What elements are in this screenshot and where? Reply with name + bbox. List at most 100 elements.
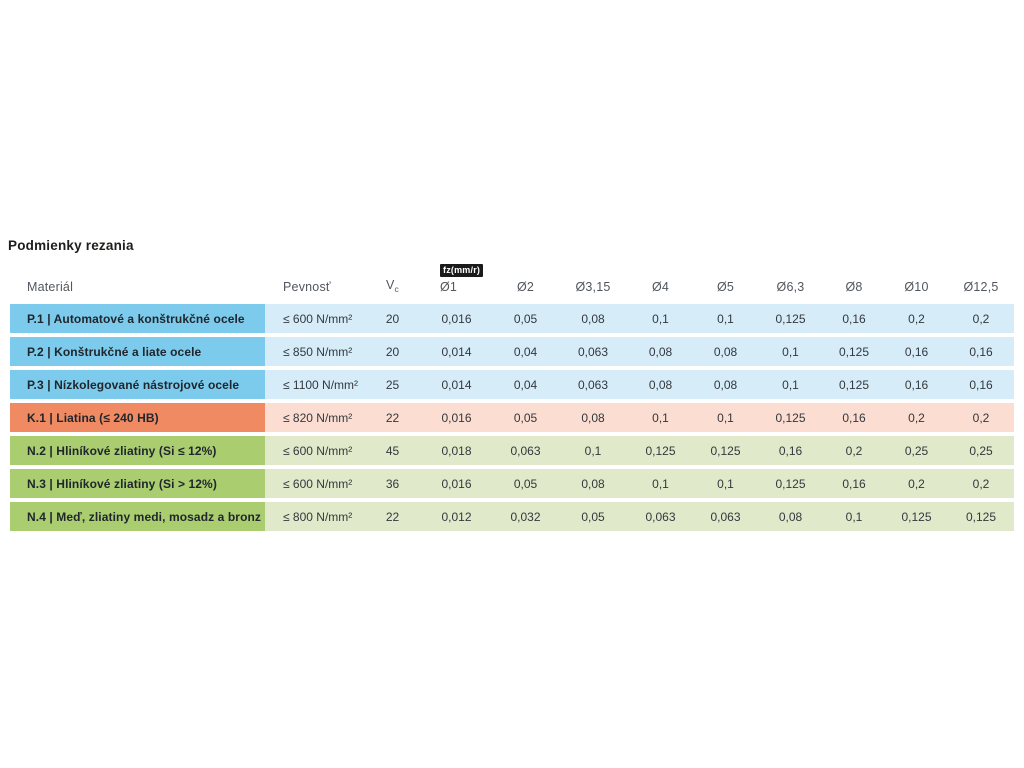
vc-cell: 22	[365, 502, 420, 531]
table-header: Materiál Pevnosť Vc fz(mm/r) Ø1 Ø2 Ø3,15…	[10, 264, 1014, 300]
feed-cell: 0,125	[823, 337, 885, 366]
material-cell: P.3 | Nízkolegované nástrojové ocele	[10, 370, 265, 399]
feed-cell: 0,125	[628, 436, 693, 465]
table-row: P.2 | Konštrukčné a liate ocele ≤ 850 N/…	[10, 337, 1014, 366]
feed-cell: 0,08	[758, 502, 823, 531]
column-header-d3-15: Ø3,15	[575, 280, 611, 294]
strength-cell: ≤ 800 N/mm²	[265, 502, 365, 531]
feed-cell: 0,05	[493, 469, 558, 498]
feed-cell: 0,1	[558, 436, 628, 465]
feed-cell: 0,1	[628, 469, 693, 498]
table-row: P.3 | Nízkolegované nástrojové ocele ≤ 1…	[10, 370, 1014, 399]
column-header-d4: Ø4	[651, 280, 670, 294]
feed-cell: 0,1	[628, 304, 693, 333]
feed-cell: 0,08	[558, 403, 628, 432]
feed-cell: 0,2	[885, 403, 948, 432]
feed-cell: 0,16	[948, 370, 1014, 399]
feed-cell: 0,16	[823, 469, 885, 498]
strength-cell: ≤ 1100 N/mm²	[265, 370, 365, 399]
feed-cell: 0,16	[758, 436, 823, 465]
vc-cell: 22	[365, 403, 420, 432]
feed-cell: 0,125	[758, 469, 823, 498]
page-title: Podmienky rezania	[8, 238, 134, 253]
feed-cell: 0,08	[628, 337, 693, 366]
header-row: Materiál Pevnosť Vc fz(mm/r) Ø1 Ø2 Ø3,15…	[10, 264, 1014, 300]
feed-cell: 0,16	[948, 337, 1014, 366]
feed-cell: 0,25	[948, 436, 1014, 465]
column-header-material: Materiál	[27, 280, 74, 294]
feed-cell: 0,1	[693, 403, 758, 432]
feed-cell: 0,04	[493, 370, 558, 399]
feed-cell: 0,012	[420, 502, 493, 531]
table-row: K.1 | Liatina (≤ 240 HB) ≤ 820 N/mm² 22 …	[10, 403, 1014, 432]
feed-cell: 0,018	[420, 436, 493, 465]
feed-cell: 0,014	[420, 370, 493, 399]
column-header-d10: Ø10	[904, 280, 929, 294]
feed-cell: 0,16	[885, 337, 948, 366]
feed-cell: 0,16	[823, 403, 885, 432]
feed-cell: 0,2	[948, 304, 1014, 333]
feed-cell: 0,125	[758, 403, 823, 432]
feed-cell: 0,08	[693, 370, 758, 399]
column-header-d8: Ø8	[845, 280, 863, 294]
feed-cell: 0,05	[493, 304, 558, 333]
table-row: N.3 | Hliníkové zliatiny (Si > 12%) ≤ 60…	[10, 469, 1014, 498]
feed-cell: 0,08	[693, 337, 758, 366]
feed-cell: 0,125	[885, 502, 948, 531]
feed-cell: 0,2	[948, 469, 1014, 498]
feed-cell: 0,2	[823, 436, 885, 465]
column-header-d1: fz(mm/r) Ø1	[420, 264, 493, 300]
strength-cell: ≤ 600 N/mm²	[265, 469, 365, 498]
feed-cell: 0,016	[420, 469, 493, 498]
feed-cell: 0,032	[493, 502, 558, 531]
feed-cell: 0,063	[693, 502, 758, 531]
feed-cell: 0,1	[693, 304, 758, 333]
vc-cell: 20	[365, 304, 420, 333]
vc-main: V	[386, 278, 395, 292]
strength-cell: ≤ 850 N/mm²	[265, 337, 365, 366]
column-header-strength: Pevnosť	[283, 280, 331, 294]
feed-cell: 0,08	[558, 304, 628, 333]
feed-cell: 0,063	[493, 436, 558, 465]
table-body: P.1 | Automatové a konštrukčné ocele ≤ 6…	[10, 304, 1014, 531]
feed-cell: 0,1	[628, 403, 693, 432]
vc-subscript: c	[394, 284, 399, 294]
feed-cell: 0,16	[823, 304, 885, 333]
feed-cell: 0,125	[948, 502, 1014, 531]
material-cell: K.1 | Liatina (≤ 240 HB)	[10, 403, 265, 432]
feed-cell: 0,063	[628, 502, 693, 531]
feed-cell: 0,2	[948, 403, 1014, 432]
feed-cell: 0,16	[885, 370, 948, 399]
page: Podmienky rezania Materiál Pevnosť Vc fz…	[8, 238, 1014, 535]
feed-cell: 0,05	[558, 502, 628, 531]
feed-cell: 0,2	[885, 469, 948, 498]
feed-cell: 0,1	[758, 337, 823, 366]
column-header-d2: Ø2	[516, 280, 535, 294]
fz-unit-badge: fz(mm/r)	[440, 264, 484, 277]
feed-cell: 0,1	[758, 370, 823, 399]
material-cell: N.4 | Meď, zliatiny medi, mosadz a bronz	[10, 502, 265, 531]
strength-cell: ≤ 600 N/mm²	[265, 436, 365, 465]
feed-cell: 0,063	[558, 337, 628, 366]
table-row: N.4 | Meď, zliatiny medi, mosadz a bronz…	[10, 502, 1014, 531]
feed-cell: 0,063	[558, 370, 628, 399]
feed-cell: 0,04	[493, 337, 558, 366]
vc-cell: 45	[365, 436, 420, 465]
feed-cell: 0,08	[558, 469, 628, 498]
vc-cell: 20	[365, 337, 420, 366]
material-cell: N.2 | Hliníkové zliatiny (Si ≤ 12%)	[10, 436, 265, 465]
table-row: P.1 | Automatové a konštrukčné ocele ≤ 6…	[10, 304, 1014, 333]
feed-cell: 0,1	[823, 502, 885, 531]
column-header-d5: Ø5	[716, 280, 735, 294]
column-header-d6-3: Ø6,3	[776, 280, 805, 294]
cutting-conditions-table: Materiál Pevnosť Vc fz(mm/r) Ø1 Ø2 Ø3,15…	[10, 260, 1014, 535]
strength-cell: ≤ 600 N/mm²	[265, 304, 365, 333]
feed-cell: 0,125	[693, 436, 758, 465]
feed-cell: 0,08	[628, 370, 693, 399]
feed-cell: 0,016	[420, 403, 493, 432]
feed-cell: 0,125	[758, 304, 823, 333]
d1-label: Ø1	[440, 280, 458, 294]
column-header-vc: Vc	[365, 264, 420, 300]
column-header-d12-5: Ø12,5	[963, 280, 999, 294]
material-cell: P.1 | Automatové a konštrukčné ocele	[10, 304, 265, 333]
